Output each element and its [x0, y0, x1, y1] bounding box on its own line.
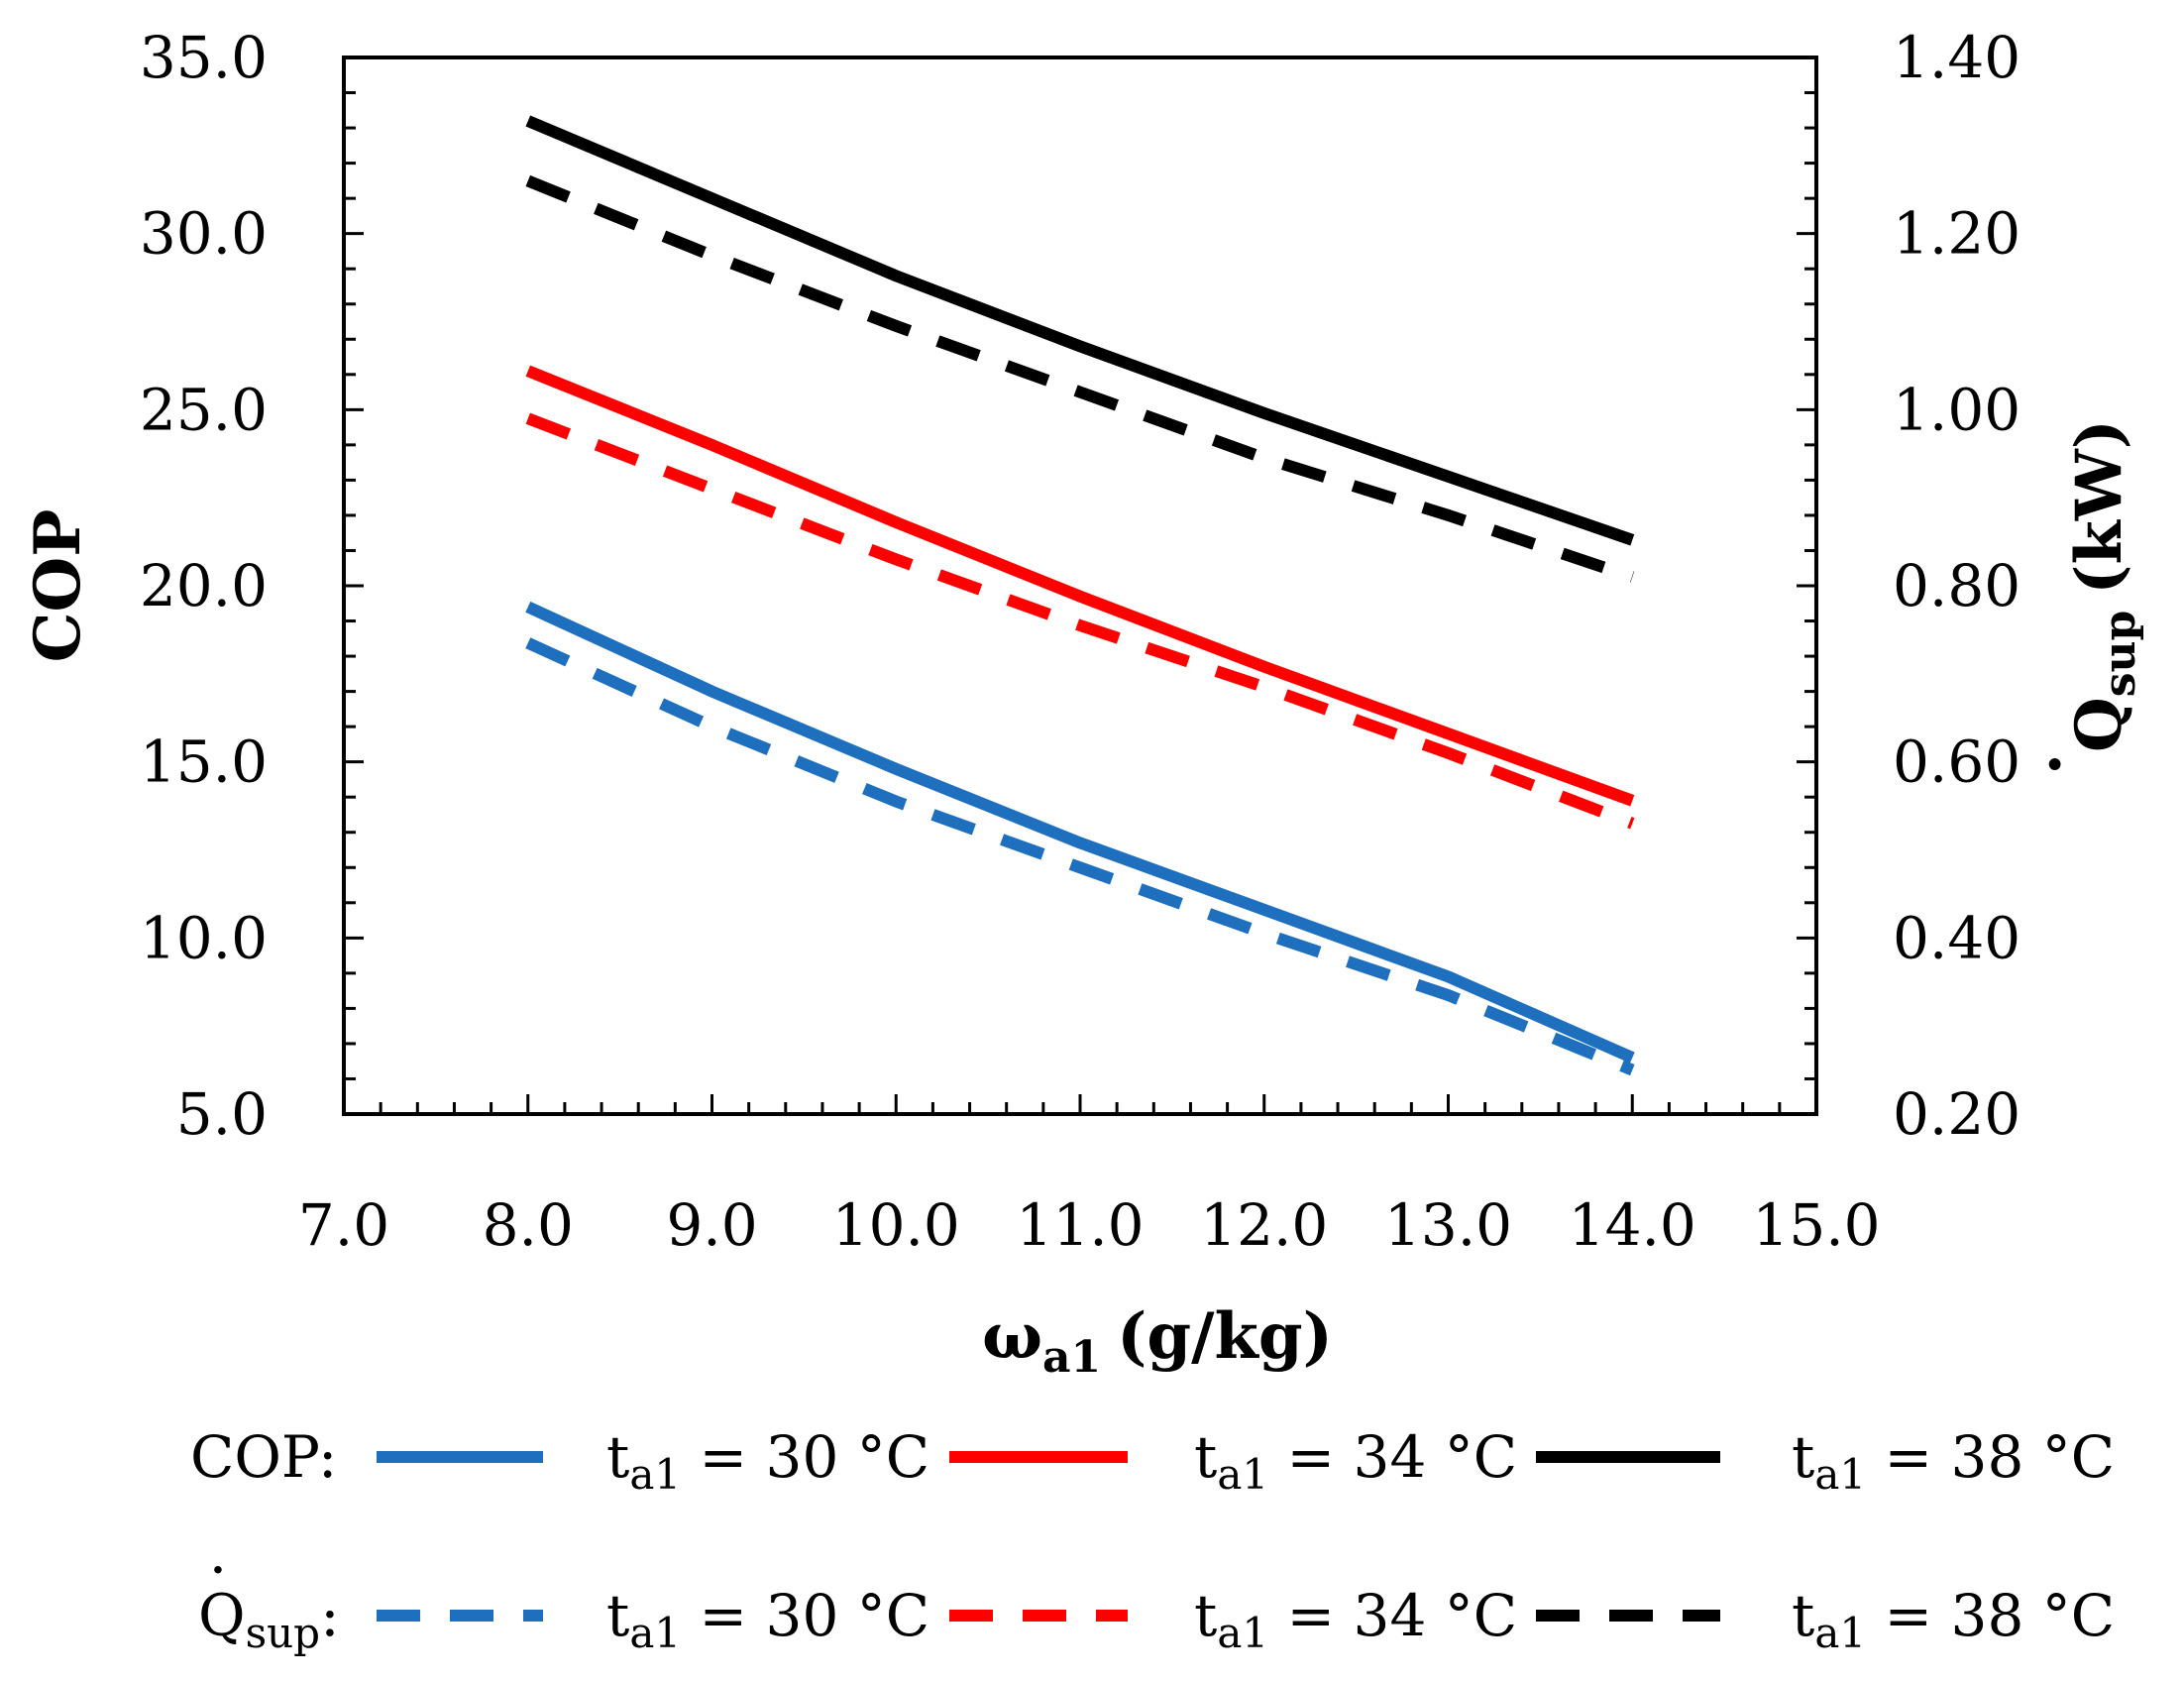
legend-entry-t: t	[1792, 1423, 1814, 1491]
legend-entry-sub: a1	[1814, 1609, 1866, 1657]
y-tick-label: 20.0	[140, 552, 268, 619]
legend-row2-colon: :	[320, 1582, 340, 1649]
legend-entry-label: ta1 = 34 °C	[1194, 1582, 1517, 1657]
legend-entry-sub: a1	[1217, 1450, 1268, 1499]
tick-labels: 7.0 8.0 9.0 10.0 11.0 12.0 13.0 14.0 15.0 5.0 10.0…	[140, 24, 2020, 1259]
x-tick-label: 10.0	[832, 1191, 960, 1259]
legend-entry-t: t	[1792, 1582, 1814, 1649]
legend-row2-main: Q	[198, 1582, 246, 1649]
legend-entry-rest: = 38 °C	[1866, 1423, 2115, 1491]
legend-row2-sub: sup	[246, 1609, 321, 1657]
legend-entry-sub: a1	[629, 1450, 681, 1499]
axis-ticks	[342, 56, 1818, 1116]
y-tick-label: 35.0	[140, 24, 268, 91]
y-tick-label: 15.0	[140, 728, 268, 796]
legend-entry-label: ta1 = 38 °C	[1792, 1423, 2115, 1499]
series-line-1	[525, 601, 1635, 1064]
x-axis-title-sub: a1	[1042, 1332, 1101, 1383]
legend-entry-label: ta1 = 30 °C	[606, 1582, 929, 1657]
y2-axis-title-group: Qsup (kW) ·	[2019, 419, 2145, 775]
series-line-3	[525, 115, 1635, 546]
y2-tick-label: 0.80	[1893, 552, 2020, 619]
x-axis-title: ωa1 (g/kg)	[982, 1299, 1333, 1383]
series-line-2	[525, 365, 1635, 807]
x-tick-label: 13.0	[1384, 1191, 1512, 1259]
legend-entry-t: t	[606, 1582, 629, 1649]
y-tick-label: 10.0	[140, 904, 268, 971]
y2-axis-title-main: Q	[2062, 697, 2136, 752]
y-tick-label: 30.0	[140, 200, 268, 268]
plot-frame	[342, 56, 1818, 1116]
series-line-5	[525, 412, 1635, 830]
y2-tick-label: 1.40	[1893, 24, 2020, 91]
legend-entry-rest: = 30 °C	[681, 1423, 929, 1491]
y2-tick-label: 0.60	[1893, 728, 2020, 796]
legend-entry-t: t	[1194, 1423, 1217, 1491]
legend-entry-label: ta1 = 34 °C	[1194, 1423, 1517, 1499]
y2-axis-title-sub: sup	[2095, 611, 2145, 698]
y2-tick-label: 1.00	[1893, 376, 2020, 443]
legend-entry-rest: = 34 °C	[1268, 1423, 1517, 1491]
legend-entry-label: ta1 = 38 °C	[1792, 1582, 2115, 1657]
legend-entry-label: ta1 = 30 °C	[606, 1423, 929, 1499]
y-tick-label: 25.0	[140, 376, 268, 443]
series-lines	[525, 115, 1635, 1076]
x-axis-title-units: (g/kg)	[1117, 1299, 1333, 1374]
y2-tick-label: 1.20	[1893, 200, 2020, 268]
y2-axis-title-dot: ·	[2019, 753, 2093, 775]
legend-row2-label: Qsup:	[198, 1582, 340, 1657]
y-tick-label: 5.0	[176, 1080, 268, 1148]
legend-entry-sub: a1	[1814, 1450, 1866, 1499]
x-tick-label: 12.0	[1200, 1191, 1328, 1259]
legend-entry-sub: a1	[629, 1609, 681, 1657]
legend: COP: Qsup: · ta1 = 30 °C ta1 = 34 °C ta1 =…	[190, 1423, 2115, 1657]
x-tick-label: 11.0	[1016, 1191, 1144, 1259]
y2-tick-label: 0.40	[1893, 904, 2020, 971]
legend-entry-sub: a1	[1217, 1609, 1268, 1657]
legend-row1-label: COP:	[190, 1423, 337, 1491]
x-axis-title-main: ω	[982, 1299, 1042, 1374]
y2-axis-title-units: (kW)	[2062, 419, 2136, 595]
legend-entry-rest: = 38 °C	[1866, 1582, 2115, 1649]
y2-tick-label: 0.20	[1893, 1080, 2020, 1148]
x-tick-label: 15.0	[1752, 1191, 1880, 1259]
legend-entry-rest: = 34 °C	[1268, 1582, 1517, 1649]
series-line-4	[525, 637, 1635, 1076]
x-tick-label: 8.0	[483, 1191, 574, 1259]
y-axis-title: COP	[21, 509, 95, 663]
series-line-6	[525, 174, 1635, 583]
x-tick-label: 7.0	[298, 1191, 389, 1259]
legend-entry-t: t	[1194, 1582, 1217, 1649]
y2-axis-title: Qsup (kW)	[2062, 419, 2145, 752]
legend-entry-rest: = 30 °C	[681, 1582, 929, 1649]
legend-row2-dot: ·	[209, 1536, 227, 1604]
x-tick-label: 9.0	[666, 1191, 757, 1259]
x-tick-label: 14.0	[1569, 1191, 1696, 1259]
legend-entry-t: t	[606, 1423, 629, 1491]
